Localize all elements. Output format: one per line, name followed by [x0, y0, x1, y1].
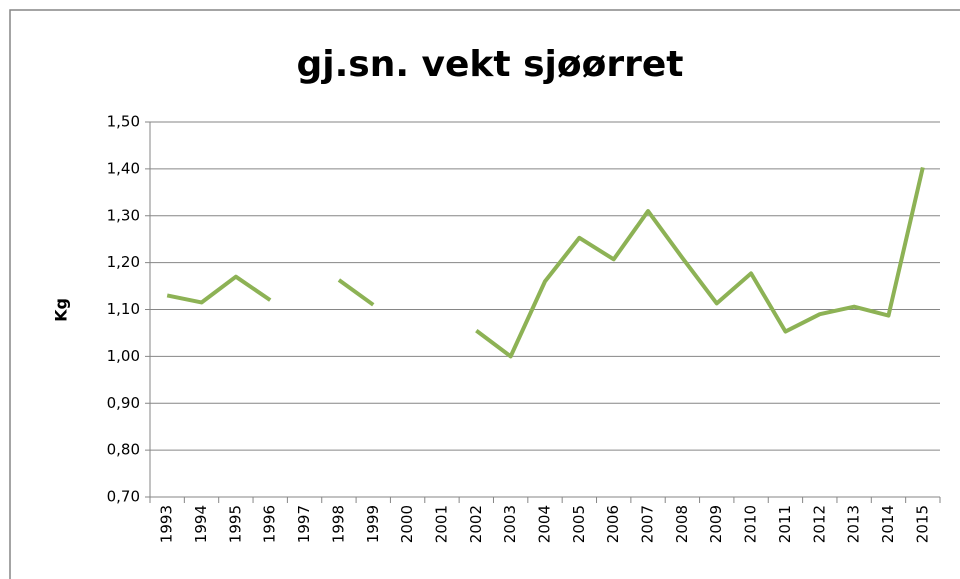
- x-tick-label: 2004: [536, 505, 554, 543]
- x-tick-label: 2003: [501, 505, 519, 543]
- y-axis-label: Kg: [52, 298, 71, 322]
- x-tick-label: 2010: [742, 505, 760, 543]
- y-tick-label: 0,90: [107, 394, 140, 412]
- x-tick-label: 1993: [158, 505, 176, 543]
- data-line: [166, 167, 925, 359]
- y-tick-label: 1,00: [107, 347, 140, 365]
- y-tick-label: 1,50: [107, 113, 140, 131]
- y-tick-label: 0,80: [107, 441, 140, 459]
- x-tick-label: 2006: [604, 505, 622, 543]
- y-tick-label: 1,10: [107, 300, 140, 318]
- x-tick-label: 2011: [776, 505, 794, 543]
- y-tick-label: 1,40: [107, 159, 140, 177]
- y-tick-label: 1,20: [107, 253, 140, 271]
- x-tick-label: 1995: [226, 505, 244, 543]
- x-tick-label: 2012: [810, 505, 828, 543]
- chart-title: gj.sn. vekt sjøørret: [297, 44, 684, 85]
- x-tick-label: 2007: [639, 505, 657, 543]
- x-tick-label: 2009: [707, 505, 725, 543]
- chart-border: [9, 9, 960, 579]
- y-tick-label: 0,70: [107, 488, 140, 506]
- x-tick-label: 1994: [192, 505, 210, 543]
- x-tick-label: 1997: [295, 505, 313, 543]
- y-tick-label: 1,30: [107, 206, 140, 224]
- x-tick-label: 2015: [913, 505, 931, 543]
- x-tick-label: 1999: [364, 505, 382, 543]
- x-tick-label: 2000: [398, 505, 416, 543]
- x-tick-label: 2002: [467, 505, 485, 543]
- x-tick-label: 2013: [845, 505, 863, 543]
- x-tick-label: 2005: [570, 505, 588, 543]
- x-tick-label: 2008: [673, 505, 691, 543]
- x-tick-label: 1998: [329, 505, 347, 543]
- x-tick-label: 1996: [261, 505, 279, 543]
- x-tick-label: 2001: [432, 505, 450, 543]
- x-tick-label: 2014: [879, 505, 897, 543]
